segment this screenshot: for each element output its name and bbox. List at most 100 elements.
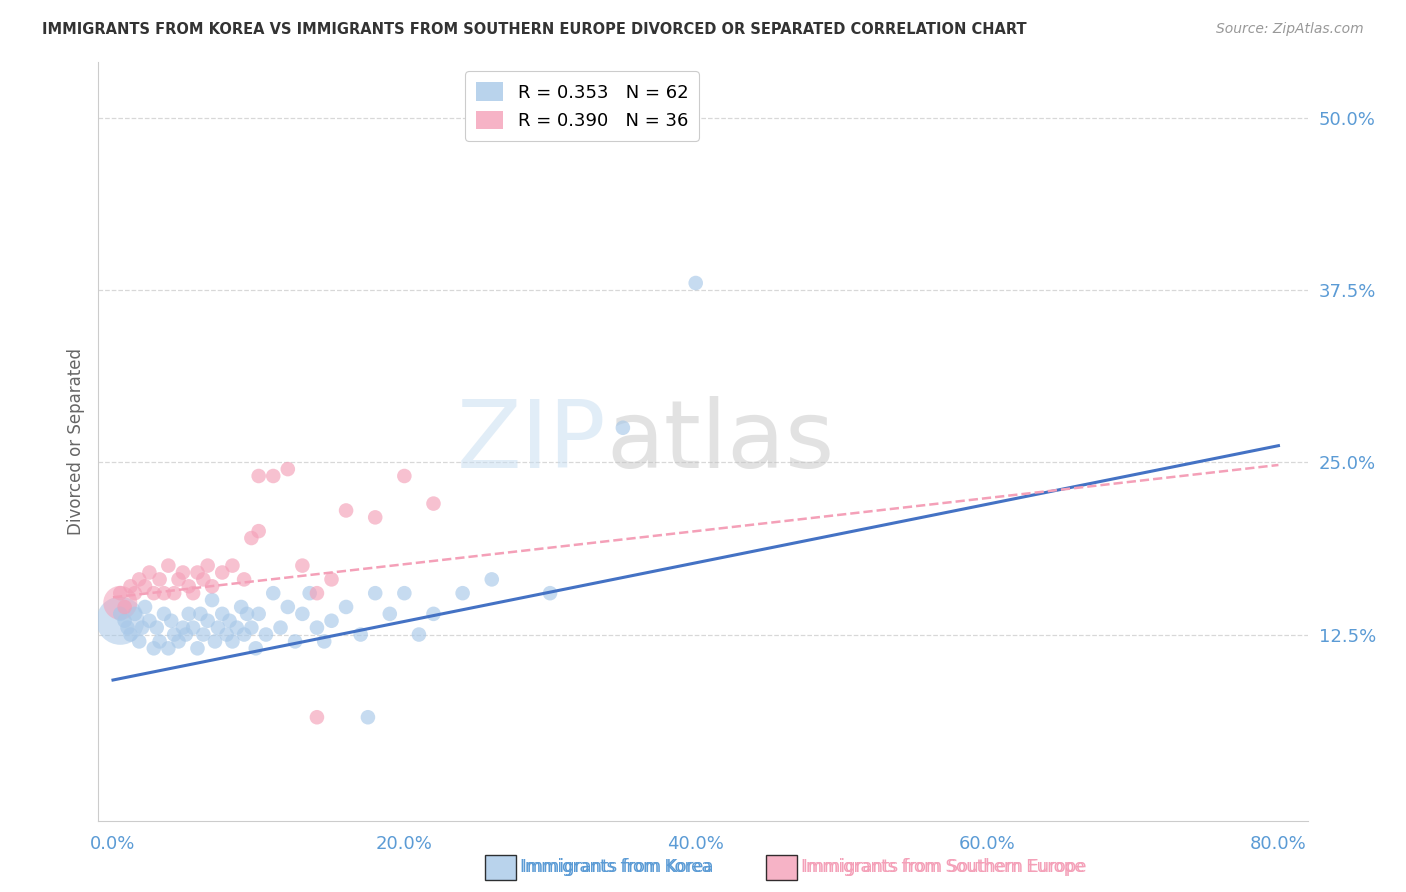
Point bbox=[291, 607, 314, 621]
Point bbox=[172, 621, 194, 635]
Point bbox=[177, 607, 200, 621]
Point bbox=[190, 607, 212, 621]
Point bbox=[247, 469, 270, 483]
Point bbox=[138, 566, 160, 580]
Point bbox=[394, 469, 416, 483]
Point bbox=[197, 614, 219, 628]
Point bbox=[538, 586, 561, 600]
Text: Source: ZipAtlas.com: Source: ZipAtlas.com bbox=[1216, 22, 1364, 37]
Point bbox=[225, 621, 247, 635]
Point bbox=[110, 596, 132, 610]
Point bbox=[153, 607, 176, 621]
Point bbox=[197, 558, 219, 573]
Point bbox=[335, 599, 357, 614]
Point bbox=[215, 627, 238, 641]
Point bbox=[167, 634, 190, 648]
Point bbox=[117, 621, 139, 635]
Point bbox=[231, 599, 253, 614]
Point bbox=[174, 627, 197, 641]
Point bbox=[451, 586, 474, 600]
Point bbox=[177, 579, 200, 593]
Point bbox=[262, 469, 284, 483]
Point bbox=[305, 621, 328, 635]
Point bbox=[211, 566, 233, 580]
Point bbox=[270, 621, 292, 635]
Point bbox=[364, 510, 387, 524]
Point bbox=[149, 634, 172, 648]
Point bbox=[685, 276, 707, 290]
Point bbox=[142, 641, 165, 656]
Text: IMMIGRANTS FROM KOREA VS IMMIGRANTS FROM SOUTHERN EUROPE DIVORCED OR SEPARATED C: IMMIGRANTS FROM KOREA VS IMMIGRANTS FROM… bbox=[42, 22, 1026, 37]
Point bbox=[153, 586, 176, 600]
Point bbox=[321, 573, 343, 587]
Point bbox=[134, 599, 156, 614]
Point bbox=[298, 586, 321, 600]
Point bbox=[218, 614, 240, 628]
FancyBboxPatch shape bbox=[485, 855, 516, 880]
Point bbox=[186, 566, 208, 580]
Point bbox=[145, 621, 167, 635]
Point bbox=[204, 634, 226, 648]
Point bbox=[612, 421, 634, 435]
Point bbox=[134, 579, 156, 593]
Text: Immigrants from Southern Europe: Immigrants from Southern Europe bbox=[801, 858, 1085, 876]
Point bbox=[247, 524, 270, 538]
Point bbox=[181, 586, 204, 600]
Point bbox=[114, 599, 136, 614]
Point bbox=[149, 573, 172, 587]
Point bbox=[128, 634, 150, 648]
Point bbox=[157, 641, 180, 656]
Point bbox=[305, 586, 328, 600]
Point bbox=[284, 634, 307, 648]
Point bbox=[394, 586, 416, 600]
Point bbox=[110, 607, 132, 621]
Text: ZIP: ZIP bbox=[457, 395, 606, 488]
Point bbox=[124, 586, 146, 600]
Point bbox=[481, 573, 503, 587]
Point bbox=[335, 503, 357, 517]
Point bbox=[262, 586, 284, 600]
Point bbox=[138, 614, 160, 628]
Legend: R = 0.353   N = 62, R = 0.390   N = 36: R = 0.353 N = 62, R = 0.390 N = 36 bbox=[465, 71, 699, 141]
Point bbox=[124, 607, 146, 621]
Point bbox=[120, 627, 142, 641]
Point bbox=[314, 634, 336, 648]
Point bbox=[305, 710, 328, 724]
Text: Immigrants from Korea: Immigrants from Korea bbox=[522, 858, 713, 877]
Point bbox=[408, 627, 430, 641]
Point bbox=[211, 607, 233, 621]
Point bbox=[240, 531, 263, 545]
Point bbox=[277, 462, 299, 476]
Point bbox=[157, 558, 180, 573]
Point bbox=[221, 634, 243, 648]
Point bbox=[160, 614, 183, 628]
Text: atlas: atlas bbox=[606, 395, 835, 488]
Point bbox=[193, 573, 215, 587]
Point bbox=[110, 586, 132, 600]
Point bbox=[131, 621, 153, 635]
Point bbox=[378, 607, 401, 621]
Point bbox=[233, 573, 256, 587]
Point bbox=[114, 614, 136, 628]
Point bbox=[422, 497, 444, 511]
Text: Immigrants from Korea: Immigrants from Korea bbox=[520, 858, 711, 876]
Point bbox=[163, 586, 186, 600]
Point bbox=[291, 558, 314, 573]
Point bbox=[120, 579, 142, 593]
Point bbox=[181, 621, 204, 635]
Point bbox=[128, 573, 150, 587]
Point bbox=[142, 586, 165, 600]
Point bbox=[245, 641, 267, 656]
Point bbox=[221, 558, 243, 573]
Point bbox=[277, 599, 299, 614]
Point bbox=[321, 614, 343, 628]
Point bbox=[201, 579, 224, 593]
Text: Immigrants from Southern Europe: Immigrants from Southern Europe bbox=[803, 858, 1087, 877]
Point bbox=[201, 593, 224, 607]
Point bbox=[110, 614, 132, 628]
Point bbox=[254, 627, 277, 641]
Point bbox=[357, 710, 380, 724]
FancyBboxPatch shape bbox=[766, 855, 797, 880]
Point bbox=[186, 641, 208, 656]
Point bbox=[233, 627, 256, 641]
